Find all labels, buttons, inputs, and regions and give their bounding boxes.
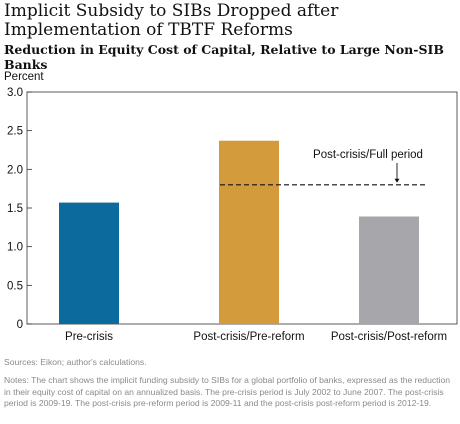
source-note: Sources: Eikon; author's calculations.	[4, 357, 147, 367]
y-tick-label: 2.5	[7, 126, 23, 138]
annotation-arrow-head	[394, 178, 400, 183]
category-labels: Pre-crisis Post-crisis/Pre-reform Post-cri…	[65, 331, 447, 343]
y-axis-title: Percent	[4, 71, 44, 83]
reference-line-group: Post-crisis/Full period	[220, 149, 425, 186]
reference-line-label: Post-crisis/Full period	[313, 149, 423, 161]
y-tick-label: 3.0	[7, 87, 23, 99]
bars	[59, 140, 419, 324]
bar-1	[59, 202, 119, 324]
y-tick-label: 0.5	[7, 280, 23, 292]
chart-subtitle: Reduction in Equity Cost of Capital, Rel…	[4, 42, 444, 72]
category-label-2: Post-crisis/Pre-reform	[193, 331, 304, 343]
bar-3	[359, 216, 419, 324]
y-tick-label: 0	[17, 319, 23, 331]
chart-title: Implicit Subsidy to SIBs Dropped after I…	[4, 1, 339, 40]
y-tick-label: 1.0	[7, 242, 23, 254]
category-label-3: Post-crisis/Post-reform	[331, 331, 447, 343]
y-axis-ticks: 0 0.5 1.0 1.5 2.0 2.5 3.0	[7, 87, 32, 331]
bar-2	[219, 140, 279, 324]
bar-chart: Percent 0 0.5 1.0 1.5 2.0 2.5 3.0 Post-crisis/…	[4, 71, 458, 343]
notes-text: Notes: The chart shows the implicit fund…	[4, 375, 451, 408]
y-tick-label: 1.5	[7, 203, 23, 215]
category-label-1: Pre-crisis	[65, 331, 113, 343]
y-tick-label: 2.0	[7, 164, 23, 176]
